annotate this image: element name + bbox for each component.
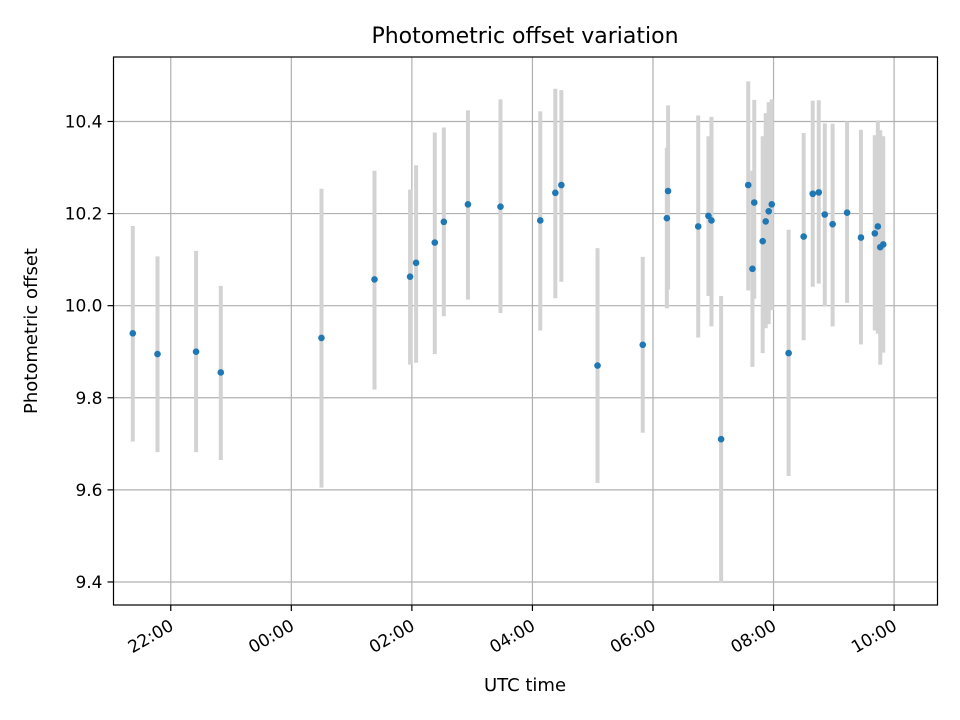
data-point [874,223,882,230]
data-point [744,181,752,189]
data-point [708,217,715,224]
y-axis-label: Photometric offset [21,248,42,414]
data-point [821,211,829,218]
y-tick-label: 9.4 [75,573,102,593]
x-axis-label: UTC time [484,675,566,696]
data-point [694,223,702,230]
data-point [843,209,851,216]
data-point [552,189,559,197]
data-point [809,190,817,198]
data-point [800,233,807,240]
data-point [750,199,758,206]
data-point [464,201,472,208]
data-point [759,237,766,245]
data-point [318,334,325,342]
data-point [129,330,137,337]
data-points [129,181,887,443]
data-point [857,234,865,241]
data-point [412,259,420,267]
data-point [558,181,565,189]
data-point [217,369,225,376]
data-point [639,341,647,349]
data-point [192,348,200,356]
data-point [594,362,601,369]
data-point [879,241,887,248]
data-point [663,214,671,222]
data-point [154,350,161,358]
y-tick-label: 10.2 [65,205,103,225]
data-point [406,273,414,280]
data-point [440,218,448,226]
y-tick-label: 9.8 [75,389,102,409]
y-tick-label: 10.0 [65,297,103,317]
chart-title: Photometric offset variation [371,24,678,49]
y-axis-ticks: 9.4 9.6 9.8 10.0 10.2 10.4 [65,112,114,593]
y-tick-label: 9.6 [75,481,102,501]
data-point [815,189,823,196]
data-point [829,220,836,228]
data-point [762,218,770,225]
data-point [371,276,378,283]
y-tick-label: 10.4 [65,112,103,132]
data-point [431,239,439,246]
data-point [768,201,776,208]
data-point [765,207,773,215]
data-point [871,230,879,237]
data-point [536,217,544,224]
data-point [785,349,792,357]
data-point [664,187,672,195]
plot-frame [112,56,939,606]
data-point [497,203,504,210]
data-point [749,265,756,273]
data-point [717,435,725,443]
